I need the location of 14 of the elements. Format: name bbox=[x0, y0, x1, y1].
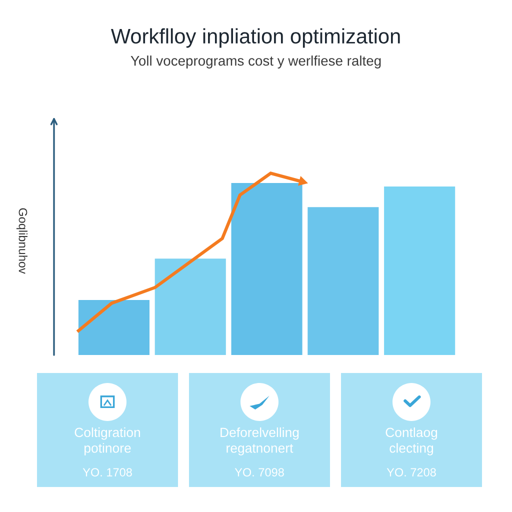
bar bbox=[308, 207, 379, 355]
chart-subtitle: Yoll voceprograms cost y werlfiese ralteg bbox=[130, 56, 381, 68]
bar bbox=[154, 258, 226, 355]
bar bbox=[231, 183, 302, 355]
y-axis-title: Goqlibnuhov bbox=[16, 208, 28, 274]
text: Contlaog clecting bbox=[386, 427, 438, 456]
chart-title: Workflloy inpliation optimization bbox=[110, 28, 400, 48]
text: YO. 7208 bbox=[386, 468, 436, 476]
text: Coltigration potinore bbox=[74, 427, 140, 456]
text: YO. 7098 bbox=[234, 468, 284, 476]
text: YO. 1708 bbox=[82, 468, 132, 476]
bar bbox=[78, 300, 150, 355]
bar bbox=[384, 186, 456, 355]
text: Deforelvelling regatnonert bbox=[220, 427, 299, 456]
